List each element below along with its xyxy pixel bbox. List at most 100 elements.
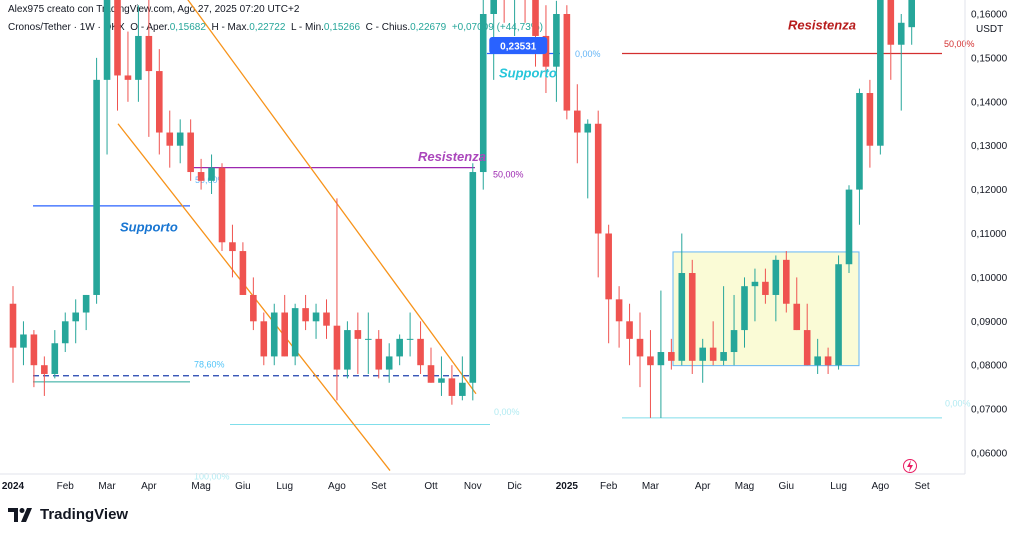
candle-down [124, 75, 132, 80]
tradingview-logo[interactable]: TradingView [8, 506, 128, 523]
candle-up [291, 308, 299, 357]
x-tick-label: Set [915, 481, 930, 492]
candle-down [323, 312, 330, 326]
y-tick-label: 0,14000 [971, 97, 1008, 108]
candle-up [835, 264, 842, 366]
candle-up [845, 189, 853, 265]
y-tick-label: 0,10000 [971, 273, 1008, 284]
candle-down [647, 356, 654, 366]
candle-up [103, 0, 111, 80]
candle-up [814, 356, 821, 366]
candle-up [699, 347, 706, 361]
ohlc-legend: Cronos/Tether · 1W · OKX O - Aper.0,1568… [8, 22, 543, 33]
candle-up [438, 378, 445, 383]
candle-up [897, 22, 905, 45]
y-tick-label: 0,08000 [971, 361, 1008, 372]
x-tick-label: Giu [779, 481, 795, 492]
candle-down [187, 132, 194, 173]
x-tick-label: Apr [141, 481, 157, 492]
y-axis: USDT 0,06000 0,07000 0,08000 0,09000 0,10000 0… [964, 0, 1008, 474]
y-tick-label: 0,16000 [971, 10, 1008, 21]
candle-down [688, 273, 696, 361]
candle-up [396, 338, 403, 357]
callout-box [489, 37, 548, 54]
candle-down [793, 303, 801, 331]
candle-up [208, 167, 215, 181]
high-label: H - Max. [211, 22, 250, 33]
x-tick-label: Feb [57, 481, 75, 492]
x-tick-label: Mar [642, 481, 660, 492]
close-value: 0,22679 [410, 22, 447, 33]
author-line: Alex975 creato con TradingView.com, Ago … [8, 4, 300, 15]
low-value: 0,15266 [323, 22, 361, 33]
candle-down [260, 321, 268, 357]
fib-mid-50-label: 50,00% [493, 169, 524, 179]
change-value: +0,07009 (+44,73%) [451, 22, 543, 33]
open-value: 0,15682 [169, 22, 206, 33]
candle-down [41, 365, 48, 374]
candle-down [866, 93, 874, 146]
candle-up [479, 14, 487, 173]
candle-up [312, 312, 320, 322]
candle-down [563, 14, 571, 111]
candle-down [145, 35, 153, 72]
logo-text: TradingView [40, 506, 129, 523]
candle-up [490, 0, 497, 14]
candle-up [469, 172, 477, 383]
supporto-left-label: Supporto [120, 219, 178, 234]
lightning-bolt-icon [907, 460, 913, 472]
candle-down [887, 0, 895, 45]
candle-down [30, 334, 38, 366]
candle-down [762, 281, 769, 295]
candle-up [584, 123, 592, 133]
candle-up [730, 330, 738, 353]
candle-down [239, 251, 247, 295]
candle-down [605, 233, 612, 300]
fib-mid-top-label: 0,00% [575, 49, 601, 59]
candle-down [9, 303, 17, 348]
candle-down [615, 299, 623, 322]
candle-down [417, 338, 424, 366]
candle-down [166, 132, 174, 146]
candle-down [594, 123, 602, 234]
candle-up [877, 0, 884, 146]
x-tick-label: Feb [600, 481, 618, 492]
resistenza-right-label: Resistenza [788, 17, 856, 32]
candle-up [459, 382, 466, 396]
open-label: O - Aper. [130, 22, 170, 33]
x-tick-label: Ago [871, 481, 889, 492]
candle-up [61, 321, 69, 344]
candle-up [51, 343, 59, 374]
lightning-icon [903, 459, 917, 473]
candle-down [333, 325, 341, 370]
candle-up [135, 35, 142, 80]
candle-up [741, 286, 748, 331]
y-tick-label: 0,11000 [971, 229, 1007, 240]
x-tick-label: Ago [328, 481, 346, 492]
candle-down [427, 365, 435, 383]
drawing-layer: 50,00% [33, 0, 975, 471]
candle-down [448, 378, 456, 396]
y-axis-currency: USDT [976, 24, 1003, 35]
symbol-label[interactable]: Cronos/Tether · 1W · OKX [8, 22, 125, 33]
candle-down [668, 352, 675, 361]
accumulation-box [672, 251, 860, 367]
x-tick-label: Dic [507, 481, 521, 492]
candle-down [354, 330, 362, 339]
candle-down [783, 259, 790, 304]
candle-up [82, 294, 90, 313]
candle-down [218, 167, 226, 243]
y-tick-label: 0,07000 [971, 405, 1008, 416]
candle-down [229, 242, 236, 252]
candle-up [20, 334, 27, 348]
y-tick-label: 0,09000 [971, 317, 1008, 328]
fib-left-786-label: 78,60% [194, 359, 225, 369]
callout-value: 0,23531 [500, 42, 537, 53]
candle-down [156, 71, 163, 133]
overlay-layer: Supporto Supporto Resistenza Resistenza 0,23… [120, 17, 917, 473]
candle-up [72, 312, 79, 322]
candle-up [344, 330, 351, 370]
supporto-mid-label: Supporto [499, 66, 557, 81]
close-label: C - Chius. [365, 22, 411, 33]
